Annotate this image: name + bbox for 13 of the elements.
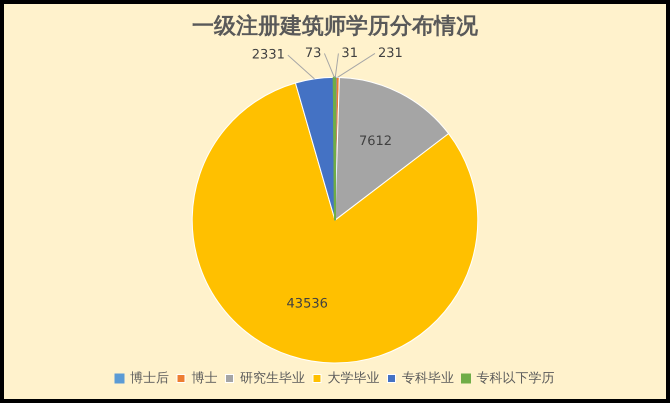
data-label: 2331 [252, 47, 285, 62]
legend-label: 专科毕业 [402, 370, 454, 386]
legend-label: 专科以下学历 [476, 370, 554, 386]
data-label: 231 [378, 46, 403, 61]
data-label: 31 [341, 46, 358, 61]
legend-label: 博士后 [130, 370, 169, 386]
legend-label: 博士 [192, 370, 218, 386]
chart-title: 一级注册建筑师学历分布情况 [192, 12, 479, 39]
data-label: 43536 [286, 296, 328, 312]
legend-label: 研究生毕业 [240, 370, 305, 386]
data-label: 7612 [358, 134, 392, 149]
legend-label: 大学毕业 [328, 370, 380, 386]
data-label: 73 [304, 46, 322, 61]
